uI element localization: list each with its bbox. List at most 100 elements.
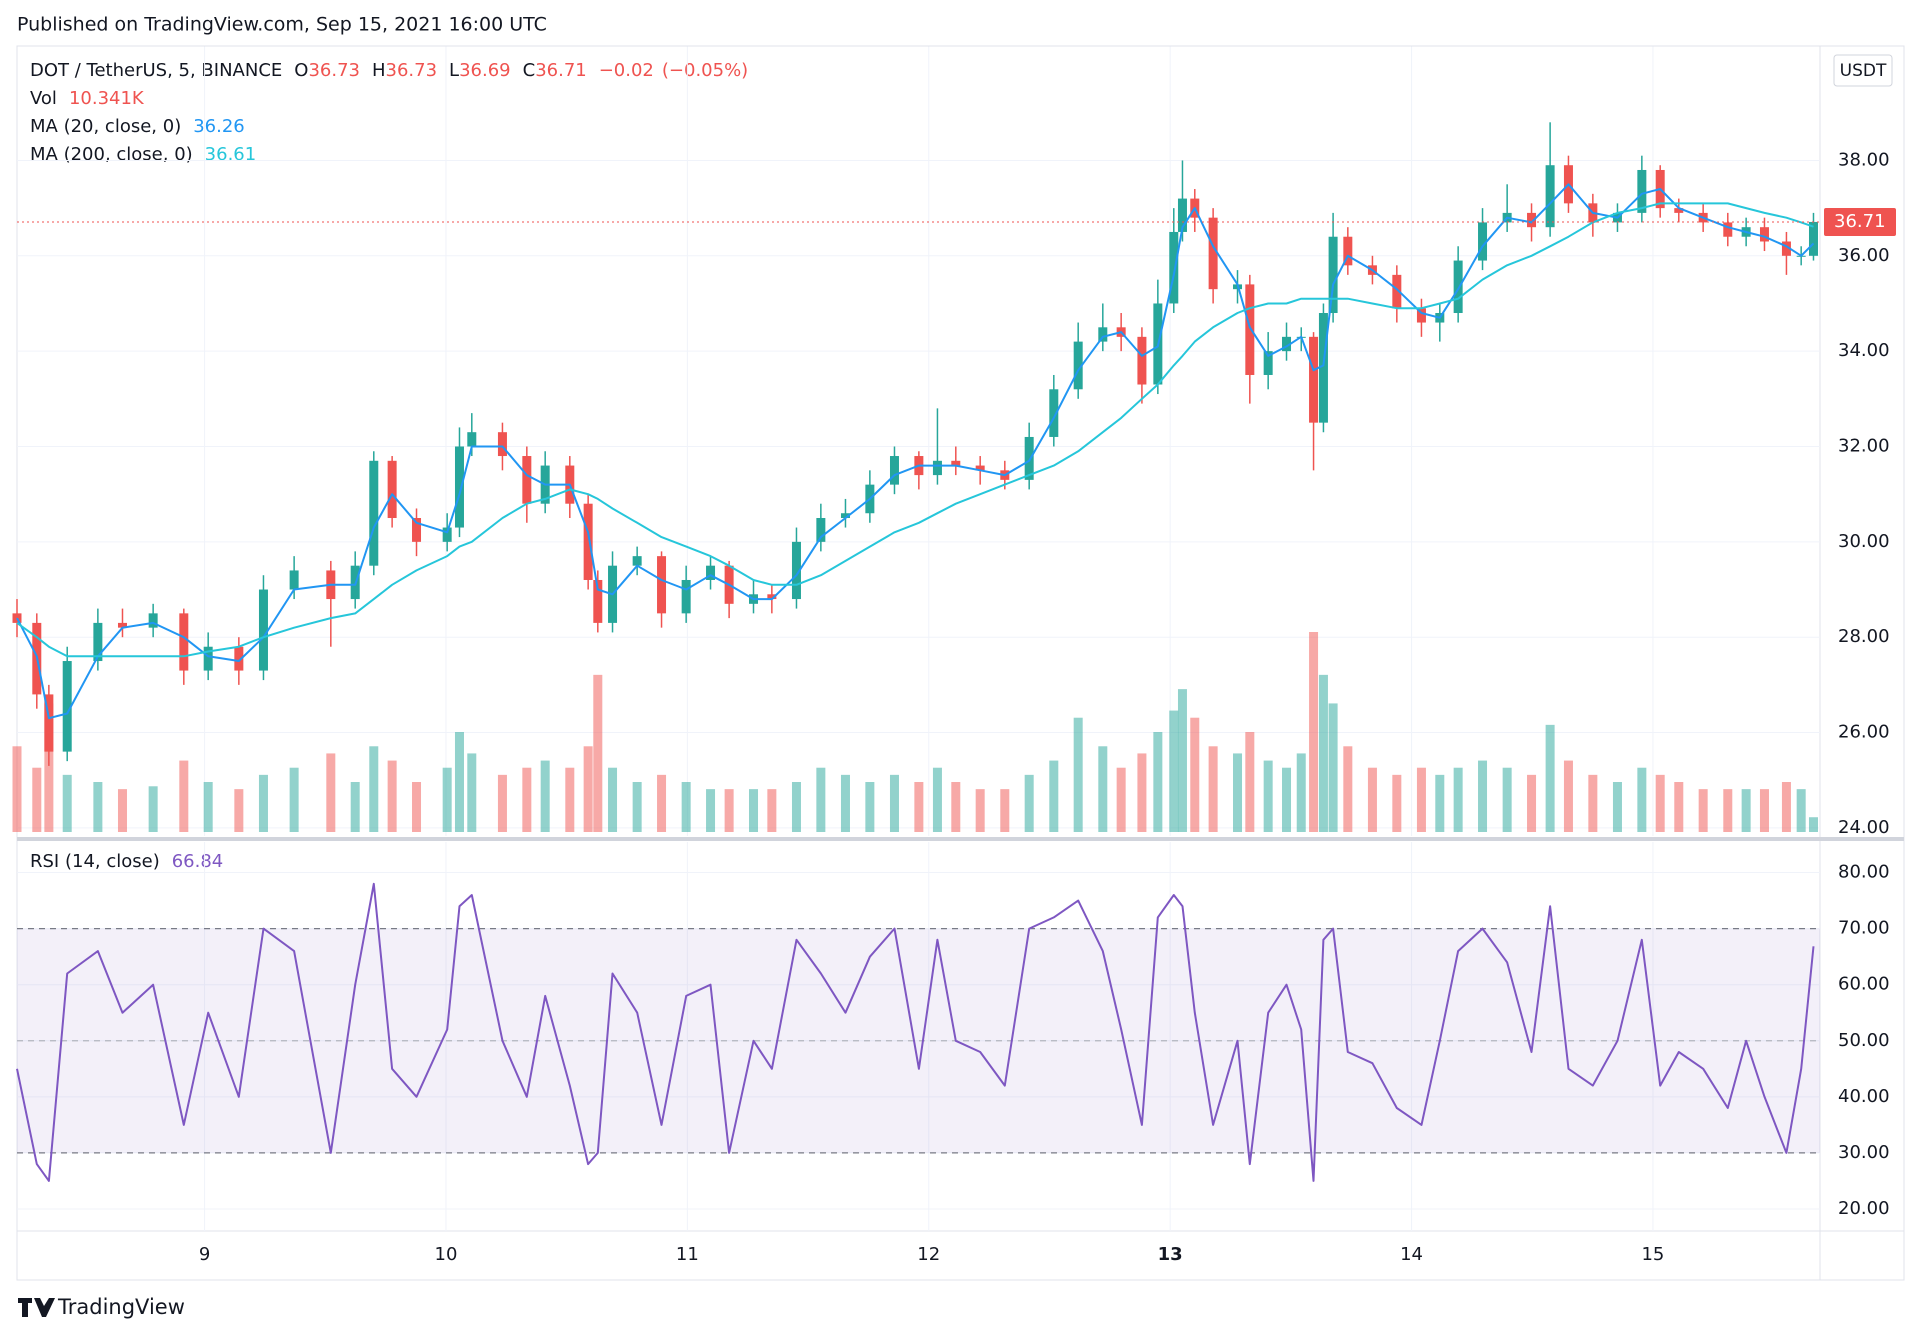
volume-bar	[975, 789, 985, 832]
volume-bar	[62, 774, 72, 832]
volume-bar	[1435, 774, 1445, 832]
candle-body	[1318, 313, 1328, 423]
candle-body	[289, 570, 299, 590]
volume-bar	[1588, 774, 1598, 832]
volume-bar	[951, 782, 961, 832]
x-tick-label: 11	[676, 1244, 699, 1265]
candle-body	[258, 589, 268, 671]
candle-body	[1674, 208, 1684, 213]
volume-bar	[540, 760, 550, 832]
y-tick-label: 40.00	[1838, 1086, 1890, 1107]
y-tick-label: 38.00	[1838, 149, 1890, 170]
legend-main: DOT / TetherUS, 5, BINANCE O36.73 H36.73 L3…	[30, 60, 748, 81]
volume-bar	[889, 774, 899, 832]
candle-body	[467, 432, 477, 447]
volume-bar	[1098, 746, 1108, 832]
volume-bar	[1563, 760, 1573, 832]
legend-close: 36.71	[535, 60, 587, 81]
volume-bar	[1637, 767, 1647, 832]
candle-body	[1545, 165, 1555, 228]
volume-bar	[1000, 789, 1010, 832]
candle-body	[387, 460, 397, 519]
logo-icon[interactable]	[18, 1298, 55, 1317]
legend-ma20: MA (20, close, 0) 36.26	[30, 116, 245, 137]
volume-bar	[412, 782, 422, 832]
volume-bar	[44, 703, 54, 832]
ma-value: 36.61	[205, 144, 257, 165]
ma-line	[16, 202, 1814, 658]
candle-body	[234, 646, 244, 671]
volume-bar	[1282, 767, 1292, 832]
volume-bar	[1024, 774, 1034, 832]
currency-box[interactable]	[1833, 54, 1893, 87]
volume-bar	[12, 746, 22, 832]
volume-bar	[369, 746, 379, 832]
legend-rsi: RSI (14, close) 66.84	[30, 851, 223, 872]
volume-bar	[522, 767, 532, 832]
volume-bar	[148, 786, 158, 832]
volume-bar	[1723, 789, 1733, 832]
candle-body	[1245, 284, 1255, 375]
volume-bar	[1208, 746, 1218, 832]
volume-bar	[1453, 767, 1463, 832]
volume-bar	[608, 767, 618, 832]
candle-body	[767, 594, 777, 600]
y-tick-label: 34.00	[1838, 340, 1890, 361]
brand-name[interactable]: TradingView	[57, 1295, 185, 1319]
volume-bar	[565, 767, 575, 832]
candle-body	[840, 513, 850, 519]
volume-bar	[1263, 760, 1273, 832]
last-price-box	[1824, 207, 1896, 236]
volume-bar	[1343, 746, 1353, 832]
legend-change: −0.02	[599, 60, 654, 81]
volume-bar	[289, 767, 299, 832]
volume-bar	[914, 782, 924, 832]
volume-bar	[1233, 753, 1243, 832]
volume-bar	[1177, 689, 1187, 832]
currency[interactable]: USDT	[1840, 61, 1887, 81]
x-tick-label: 15	[1641, 1244, 1664, 1265]
volume-bar	[467, 753, 477, 832]
volume-bar	[1781, 782, 1791, 832]
volume-bar	[1655, 774, 1665, 832]
volume-bar	[1741, 789, 1751, 832]
candle-body	[657, 556, 667, 614]
rsi-name: RSI (14, close)	[30, 851, 160, 872]
candle-body	[369, 460, 379, 566]
volume-bar	[1527, 774, 1537, 832]
candle-body	[1169, 231, 1179, 304]
legend-open: 36.73	[308, 60, 360, 81]
volume-bar	[724, 789, 734, 832]
candle-body	[593, 579, 603, 623]
volume-bar	[1169, 710, 1179, 832]
volume-bar	[326, 753, 336, 832]
y-tick-label: 28.00	[1838, 626, 1890, 647]
y-tick-label: 26.00	[1838, 722, 1890, 743]
candle-body	[1759, 227, 1769, 242]
x-tick-label: 9	[199, 1244, 210, 1265]
legend-high-label: H	[372, 60, 386, 81]
y-tick-label: 20.00	[1838, 1198, 1890, 1219]
volume-bar	[1245, 732, 1255, 832]
volume-bar	[1674, 782, 1684, 832]
y-tick-label: 60.00	[1838, 974, 1890, 995]
volume-bar	[1808, 817, 1818, 832]
x-tick-label: 10	[435, 1244, 458, 1265]
candle-body	[44, 694, 54, 752]
volume-bar	[1328, 703, 1338, 832]
legend-volume: Vol 10.341K	[30, 88, 145, 109]
candle-body	[1328, 236, 1338, 314]
candle-body	[791, 541, 801, 600]
candle-body	[117, 622, 127, 628]
candle-body	[1343, 236, 1353, 266]
volume-bar	[1190, 717, 1200, 832]
y-tick-label: 24.00	[1838, 817, 1890, 838]
volume-bar	[681, 782, 691, 832]
volume-bar	[442, 767, 452, 832]
brand-logo[interactable]: TradingView	[18, 1295, 185, 1319]
volume-bar	[865, 782, 875, 832]
candle-body	[1309, 336, 1319, 423]
candle-body	[932, 460, 942, 476]
